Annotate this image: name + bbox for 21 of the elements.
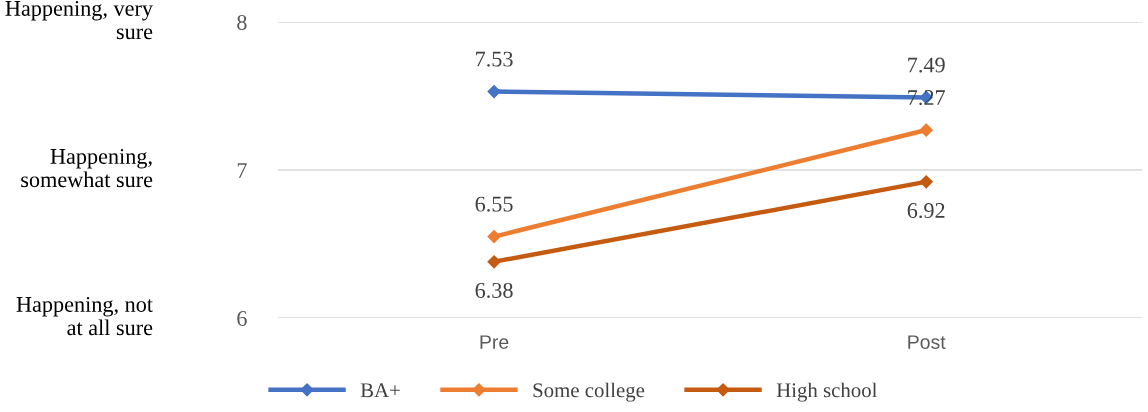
x-tick-label: Pre — [480, 335, 509, 349]
point — [487, 84, 501, 99]
y-tick-label: 6 — [237, 310, 247, 326]
legend-label: BA+ — [360, 383, 400, 398]
data-label: 6.92 — [907, 203, 945, 219]
legend-label: High school — [776, 382, 878, 402]
data-label: 6.55 — [475, 196, 513, 212]
data-label: 7.49 — [908, 57, 945, 73]
y-tick-label: 7 — [237, 163, 247, 178]
point — [487, 255, 501, 269]
data-label: 6.38 — [475, 282, 513, 298]
x-tick-label: Post — [908, 335, 946, 349]
legend-label: Some college — [533, 382, 645, 402]
text: Happening, not at all sure — [16, 296, 153, 336]
y-tick-label: 8 — [237, 14, 247, 30]
point — [487, 230, 501, 244]
text: Happening, somewhat sure — [21, 148, 153, 188]
data-label: 7.53 — [476, 51, 513, 67]
point — [919, 123, 933, 137]
point — [919, 175, 933, 189]
text: Happening, very sure — [5, 0, 153, 40]
